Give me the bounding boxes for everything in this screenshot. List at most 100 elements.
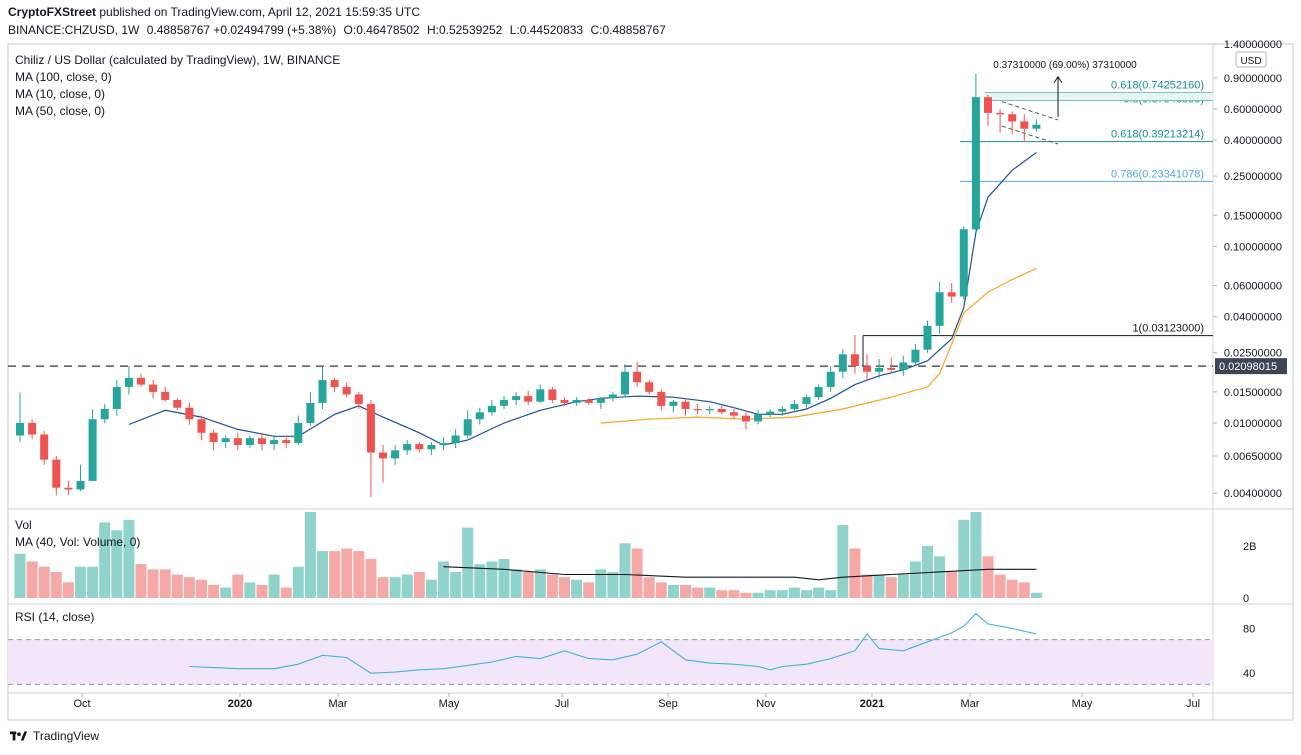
rsi-band [8,639,1213,685]
volume-ma-line [443,566,1037,581]
x-tick-label: Jul [1186,698,1200,710]
candle-body [173,399,182,408]
candle-body [403,444,412,451]
chart-border [7,43,1294,721]
price-tick-label: 0.90000000 [1224,73,1282,85]
volume-bar [946,571,958,598]
candle-body [318,380,327,403]
volume-bar [462,527,474,598]
candle-body [996,112,1005,115]
price-tick-label: 0.02500000 [1224,348,1282,360]
tradingview-logo-icon [10,731,28,741]
volume-bar [401,574,413,598]
volume-bar [389,577,401,598]
volume-bar [38,566,50,598]
price-tick-label: 0.00400000 [1224,488,1282,500]
candle-body [826,371,835,387]
legend-vol-ma: MA (40, Vol: Volume, 0) [15,535,141,549]
volume-bar [776,590,788,598]
price-tick-label: 0.25000000 [1224,171,1282,183]
volume-bar [764,590,776,598]
candle-body [124,377,133,387]
volume-bar [99,522,111,598]
pennant-lower-line [1001,125,1059,145]
ma10-line [128,152,1037,446]
change-label: 0.48858767 +0.02494799 (+5.38%) [146,23,337,37]
candle-body [875,367,884,372]
low-label: L:0.44520833 [509,23,584,37]
volume-bar [728,590,740,598]
candle-body [258,438,266,445]
volume-bar [595,569,607,598]
candle-body [270,440,279,445]
price-tick-label: 0.01000000 [1224,418,1282,430]
rsi-tick-label: 80 [1243,623,1255,635]
brand-name: CryptoFXStreet [8,5,97,19]
volume-bar [317,551,328,598]
candle-body [850,354,859,367]
candle-body [197,419,206,433]
candle-body [342,386,351,395]
candle-body [645,382,654,392]
legend-vol: Vol [15,518,32,532]
legend-ma50: MA (50, close, 0) [15,104,106,118]
x-tick-label: Mar [961,698,980,710]
candle-body [112,386,121,409]
candle-body [463,419,472,436]
candle-body [88,419,97,481]
volume-bar [147,569,159,598]
volume-bar [571,579,583,598]
candle-body [76,480,85,490]
volume-bar [123,519,135,598]
currency-label: USD [1240,56,1261,67]
volume-bar [752,592,764,598]
candle-body [366,404,375,453]
x-tick-label: 2021 [860,698,884,710]
support-price-label: 0.02098015 [1219,361,1277,373]
x-tick-label: May [439,698,460,710]
candle-body [379,452,387,459]
candle-body [294,422,303,444]
candle-body [1008,114,1017,122]
volume-bar [232,574,244,598]
footer-logo-text: TradingView [33,729,100,743]
publish-info: published on TradingView.com, April 12, … [99,5,421,19]
candle-body [245,438,254,446]
x-tick-label: Nov [756,698,776,710]
rsi-tick-label: 40 [1243,668,1255,680]
open-label: O:0.46478502 [343,23,420,37]
candle-body [838,354,847,372]
fib-level-label: 0.618(0.74252160) [1111,80,1204,92]
volume-bar [486,561,498,598]
volume-bar [329,551,341,598]
candle-body [766,411,775,415]
volume-bar [970,512,982,598]
volume-bar [510,569,522,598]
symbol-label: BINANCE:CHZUSD, 1W [8,23,140,37]
volume-bar [716,590,728,598]
legend-ma10: MA (10, close, 0) [15,87,106,101]
candle-body [729,412,738,416]
currency-badge [1235,51,1267,68]
volume-bar [897,574,909,598]
candle-body [1020,121,1029,129]
candle-body [52,459,61,488]
x-tick-label: 2020 [228,698,252,710]
volume-bar [14,553,26,598]
volume-bar [159,569,171,598]
volume-bar [208,584,220,598]
volume-bar [849,548,861,598]
volume-bar [353,551,365,598]
measure-arrow-head [1053,75,1063,84]
candle-body [28,422,37,435]
candle-body [354,394,363,405]
candle-body [790,404,799,409]
volume-bar [438,561,449,598]
volume-bar [643,577,655,598]
volume-bar [450,571,462,598]
candle-body [100,408,109,420]
price-tick-label: 0.01500000 [1224,387,1282,399]
volume-bar [522,571,534,598]
candle-body [560,399,569,403]
legend-title: Chiliz / US Dollar (calculated by Tradin… [15,53,341,67]
